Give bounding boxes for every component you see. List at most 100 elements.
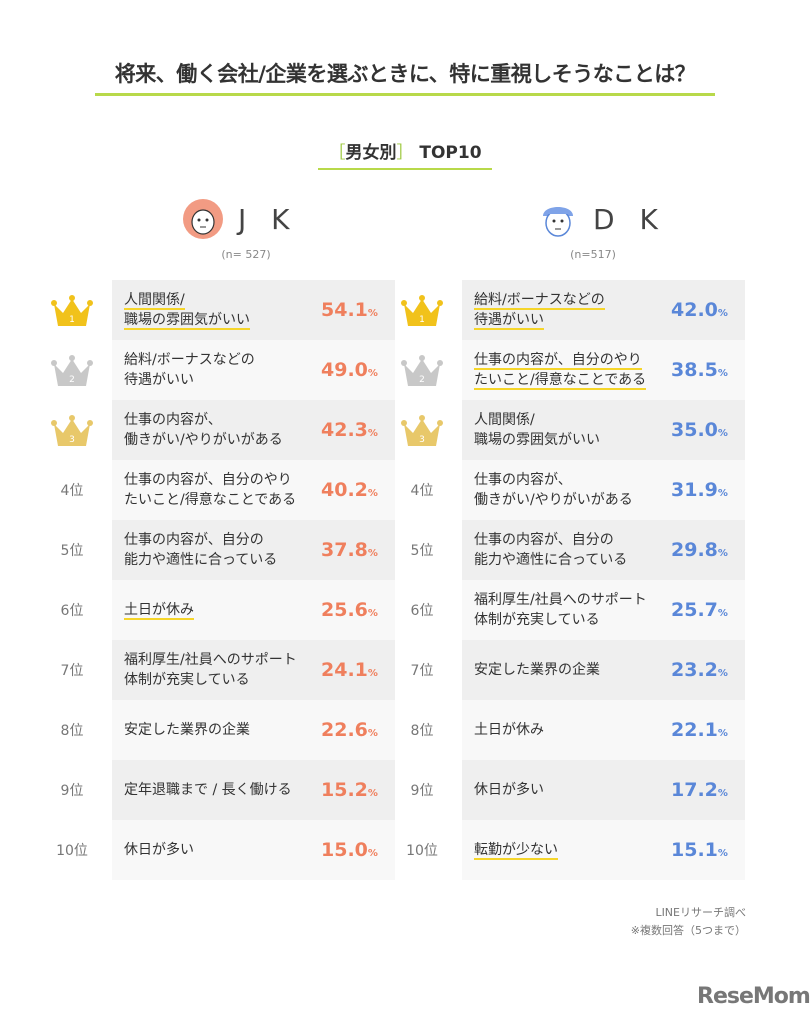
ranking-row: 5位 仕事の内容が、自分の 能力や適性に合っている 37.8% [61,520,395,580]
percent-unit: % [367,488,378,499]
item-label-line: 福利厚生/社員へのサポート [124,652,297,668]
ranking-row: 6位 土日が休み 25.6% [61,580,395,640]
rank-label: 4位 [410,483,434,499]
item-percent: 49.0% [319,359,395,381]
item-label-line: 働きがい/やりがいがある [474,492,633,508]
girl-face-icon [183,199,223,239]
item-label-line: 人間関係/ [124,292,185,310]
jk-ranking: 1 人間関係/職場の雰囲気がいい 54.1% 2 給料/ボーナスなどの 待遇がいい 49.0… [51,280,395,880]
percent-unit: % [367,608,378,619]
percent-value: 25.7 [671,599,718,621]
percent-value: 29.8 [671,539,718,561]
percent-value: 22.6 [321,719,368,741]
percent-unit: % [367,428,378,439]
item-label-line: 能力や適性に合っている [124,552,278,568]
crown-rank: 2 [419,375,425,385]
percent-value: 42.3 [321,419,368,441]
item-percent: 15.0% [319,839,395,861]
item-label-line: 土日が休み [124,602,194,620]
resemom-logo: ReseMom. [697,984,810,1009]
percent-unit: % [717,848,728,859]
ranking-row: 10位 休日が多い 15.0% [56,820,395,880]
percent-value: 25.6 [321,599,368,621]
page-title: 将来、働く会社/企業を選ぶときに、特に重視しそうなことは？ [114,62,696,86]
percent-value: 23.2 [671,659,718,681]
item-label-line: 休日が多い [474,782,544,798]
percent-value: 22.1 [671,719,718,741]
item-percent: 24.1% [319,659,395,681]
item-label-line: 職場の雰囲気がいい [474,432,600,448]
jk-title: J K [238,202,298,236]
item-label-line: 体制が充実している [124,672,250,688]
ranking-row: 10位 転勤が少ない 15.1% [406,820,745,880]
bracket-close: ］ [396,143,414,163]
item-percent: 29.8% [669,539,745,561]
item-label: 仕事の内容が、自分のやり たいこと/得意なことである [124,470,319,510]
item-label-line: 給料/ボーナスなどの [124,352,255,368]
percent-unit: % [717,488,728,499]
source-note: LINEリサーチ調べ [655,906,746,919]
subtitle-top: TOP10 [419,143,482,163]
crown-icon: 1 [401,295,443,326]
rank-label: 9位 [60,783,84,799]
item-label: 安定した業界の企業 [474,660,669,680]
item-percent: 25.7% [669,599,745,621]
percent-value: 40.2 [321,479,368,501]
item-label: 仕事の内容が、自分のやり たいこと/得意なことである [474,350,669,390]
ranking-row: 7位 安定した業界の企業 23.2% [411,640,745,700]
percent-value: 15.0 [321,839,368,861]
percent-unit: % [717,608,728,619]
item-label-line: 仕事の内容が、自分の [124,532,264,548]
item-label-line: 仕事の内容が、自分のやり [474,352,642,370]
crown-icon: 1 [51,295,93,326]
boy-face-icon [543,207,573,237]
dk-title: D K [593,202,666,236]
title-underline [95,93,715,96]
item-label: 休日が多い [124,840,319,860]
percent-unit: % [367,848,378,859]
item-percent: 15.2% [319,779,395,801]
subtitle-underline [318,168,492,170]
item-percent: 54.1% [319,299,395,321]
item-label-line: 体制が充実している [474,612,600,628]
ranking-row: 2 仕事の内容が、自分のやり たいこと/得意なことである 38.5% [401,340,745,400]
crown-rank: 3 [419,435,425,445]
percent-value: 42.0 [671,299,718,321]
item-label: 休日が多い [474,780,669,800]
rank-label: 5位 [410,543,434,559]
crown-icon: 2 [401,355,443,386]
subtitle: ［男女別］ TOP10 [0,138,810,163]
rank-label: 10位 [406,843,438,859]
item-label-line: 職場の雰囲気がいい [124,312,250,330]
percent-value: 24.1 [321,659,368,681]
percent-unit: % [717,548,728,559]
item-percent: 25.6% [319,599,395,621]
rank-label: 9位 [410,783,434,799]
percent-unit: % [367,668,378,679]
percent-unit: % [367,548,378,559]
percent-unit: % [367,788,378,799]
item-label-line: 福利厚生/社員へのサポート [474,592,647,608]
percent-value: 37.8 [321,539,368,561]
crown-icon: 2 [51,355,93,386]
ranking-row: 4位 仕事の内容が、 働きがい/やりがいがある 31.9% [411,460,745,520]
ranking-row: 2 給料/ボーナスなどの 待遇がいい 49.0% [51,340,395,400]
ranking-row: 5位 仕事の内容が、自分の 能力や適性に合っている 29.8% [411,520,745,580]
item-label-line: 仕事の内容が、自分の [474,532,614,548]
ranking-row: 8位 安定した業界の企業 22.6% [61,700,395,760]
item-percent: 40.2% [319,479,395,501]
dk-sample-size: (n=517) [570,248,616,261]
rank-label: 6位 [410,603,434,619]
item-label-line: 安定した業界の企業 [474,662,600,678]
item-percent: 22.6% [319,719,395,741]
percent-unit: % [717,788,728,799]
ranking-row: 3 仕事の内容が、 働きがい/やりがいがある 42.3% [51,400,395,460]
ranking-row: 4位 仕事の内容が、自分のやり たいこと/得意なことである 40.2% [61,460,395,520]
rank-label: 6位 [60,603,84,619]
dk-ranking: 1 給料/ボーナスなどの 待遇がいい 42.0% 2 仕事の内容が、自分のやり たいこと/得… [401,280,745,880]
item-label-line: 能力や適性に合っている [474,552,628,568]
rank-label: 10位 [56,843,88,859]
percent-value: 35.0 [671,419,718,441]
ranking-row: 9位 定年退職まで / 長く働ける 15.2% [61,760,395,820]
item-label-line: 働きがい/やりがいがある [124,432,283,448]
